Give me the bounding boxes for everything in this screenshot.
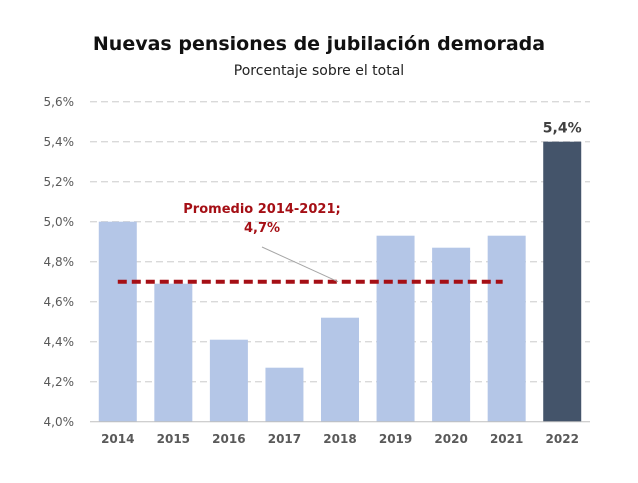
y-tick-label: 5,4% [44,135,75,149]
x-tick-label: 2021 [490,432,523,446]
y-tick-label: 5,2% [44,175,75,189]
x-tick-label: 2015 [157,432,190,446]
data-label: 5,4% [543,121,582,137]
x-tick-label: 2017 [268,432,301,446]
y-tick-label: 4,6% [44,295,75,309]
bar-2016 [209,339,248,422]
chart-title: Nuevas pensiones de jubilación demorada [92,33,546,55]
x-tick-label: 2014 [101,432,134,446]
x-tick-label: 2019 [379,432,412,446]
y-tick-label: 5,6% [44,95,75,109]
y-tick-label: 4,4% [44,335,75,349]
y-tick-label: 4,0% [44,415,75,429]
bar-2020 [432,247,471,422]
average-label: Promedio 2014-2021; [183,202,340,217]
average-value-label: 4,7% [244,221,280,236]
bar-2018 [321,317,359,422]
x-tick-label: 2018 [323,432,356,446]
bar-2019 [376,235,415,422]
x-tick-label: 2016 [212,432,245,446]
bar-2022 [543,141,582,422]
y-tick-label: 4,2% [44,375,75,389]
x-tick-label: 2020 [434,432,467,446]
chart-subtitle: Porcentaje sobre el total [233,63,405,79]
bar-2021 [487,235,526,422]
annotation-leader-line [261,246,339,283]
y-tick-label: 4,8% [44,255,75,269]
bar-2014 [98,221,137,422]
y-tick-label: 5,0% [44,215,75,229]
bar-2015 [154,283,193,422]
bar-2017 [265,367,304,422]
x-tick-label: 2022 [546,432,579,446]
